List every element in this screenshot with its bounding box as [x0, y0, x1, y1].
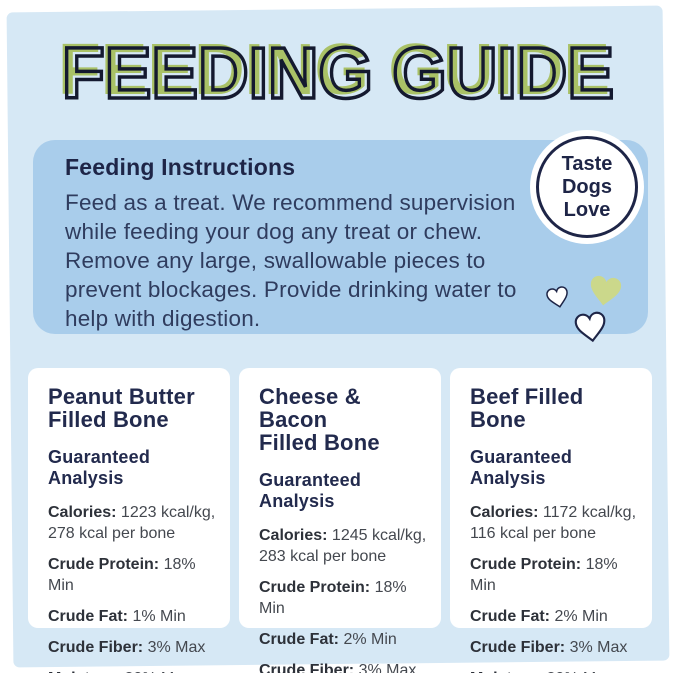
large-white-heart-icon	[574, 311, 606, 343]
page-title: FEEDING GUIDE FEEDING GUIDE	[58, 34, 616, 112]
analysis-row-calories: Calories: 1172 kcal/kg, 116 kcal per bon…	[470, 504, 637, 542]
analysis-row-protein: Crude Protein: 18% Min	[48, 556, 196, 594]
analysis-list: Calories: 1223 kcal/kg, 278 kcal per bon…	[48, 502, 222, 673]
analysis-row-calories: Calories: 1223 kcal/kg, 278 kcal per bon…	[48, 504, 216, 542]
analysis-row-fat: Crude Fat: 2% Min	[470, 608, 608, 625]
card-peanut-butter-filled-bone: Peanut Butter Filled Bone Guaranteed Ana…	[28, 368, 230, 673]
badge-text: Taste Dogs Love	[561, 152, 613, 221]
small-white-heart-icon	[546, 286, 568, 308]
green-heart-icon	[590, 275, 622, 306]
analysis-row-protein: Crude Protein: 18% Min	[470, 556, 618, 594]
analysis-row-fat: Crude Fat: 1% Min	[48, 608, 186, 625]
feeding-instructions-heading: Feeding Instructions	[65, 154, 296, 180]
guaranteed-analysis-heading: Guaranteed Analysis	[470, 447, 573, 488]
analysis-row-moisture: Moisture: 20% Max	[470, 668, 644, 673]
analysis-list: Calories: 1172 kcal/kg, 116 kcal per bon…	[470, 502, 644, 673]
badge-ring: Taste Dogs Love	[536, 136, 638, 238]
feeding-instructions-body: Feed as a treat. We recommend supervisio…	[65, 190, 517, 331]
analysis-row-protein: Crude Protein: 18% Min	[259, 579, 407, 617]
card-beef-filled-bone: Beef Filled Bone Guaranteed Analysis Cal…	[450, 368, 652, 673]
analysis-row-fat: Crude Fat: 2% Min	[259, 631, 397, 648]
analysis-row-fiber: Crude Fiber: 3% Max	[48, 639, 206, 656]
analysis-row-fiber: Crude Fiber: 3% Max	[470, 639, 628, 656]
analysis-list: Calories: 1245 kcal/kg, 283 kcal per bon…	[259, 525, 433, 673]
analysis-row-moisture: Moisture: 20% Max	[48, 668, 222, 673]
page-title-outline: FEEDING GUIDE	[62, 34, 614, 112]
card-title: Peanut Butter Filled Bone	[48, 384, 195, 432]
card-title: Beef Filled Bone	[470, 384, 584, 432]
analysis-row-calories: Calories: 1245 kcal/kg, 283 kcal per bon…	[259, 527, 427, 565]
card-cheese-bacon-filled-bone: Cheese & Bacon Filled Bone Guaranteed An…	[239, 368, 441, 673]
page-title-fill: FEEDING GUIDE	[58, 34, 610, 110]
guaranteed-analysis-heading: Guaranteed Analysis	[48, 447, 151, 488]
taste-dogs-love-badge: Taste Dogs Love	[530, 130, 644, 244]
guaranteed-analysis-heading: Guaranteed Analysis	[259, 470, 362, 511]
card-title: Cheese & Bacon Filled Bone	[259, 384, 380, 455]
analysis-row-fiber: Crude Fiber: 3% Max	[259, 662, 417, 673]
